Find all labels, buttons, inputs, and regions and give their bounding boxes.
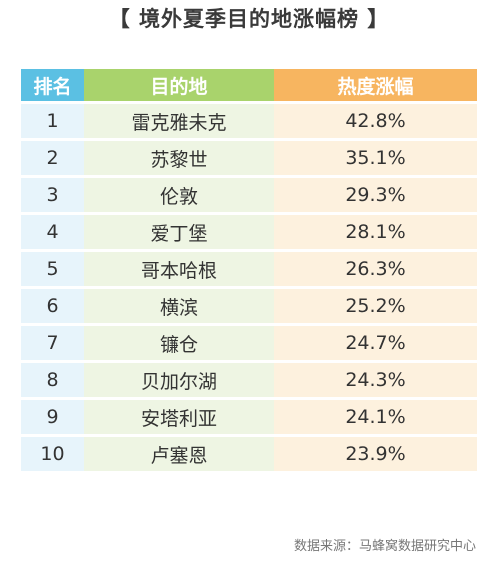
cell-heat-increase: 24.1% <box>274 400 477 434</box>
cell-heat-increase: 25.2% <box>274 289 477 323</box>
cell-heat-increase: 42.8% <box>274 104 477 138</box>
table-row: 4 爱丁堡 28.1% <box>21 215 477 249</box>
cell-rank: 3 <box>21 178 84 212</box>
header-destination: 目的地 <box>84 69 274 101</box>
cell-rank: 7 <box>21 326 84 360</box>
cell-heat-increase: 29.3% <box>274 178 477 212</box>
cell-rank: 1 <box>21 104 84 138</box>
cell-destination: 贝加尔湖 <box>84 363 274 397</box>
cell-rank: 9 <box>21 400 84 434</box>
table-row: 1 雷克雅未克 42.8% <box>21 104 477 138</box>
cell-rank: 8 <box>21 363 84 397</box>
table-row: 10 卢塞恩 23.9% <box>21 437 477 471</box>
cell-heat-increase: 24.7% <box>274 326 477 360</box>
header-heat-increase: 热度涨幅 <box>274 69 477 101</box>
cell-destination: 横滨 <box>84 289 274 323</box>
cell-rank: 2 <box>21 141 84 175</box>
page-title: 【 境外夏季目的地涨幅榜 】 <box>108 7 390 31</box>
cell-destination: 雷克雅未克 <box>84 104 274 138</box>
table-row: 7 镰仓 24.7% <box>21 326 477 360</box>
table-row: 8 贝加尔湖 24.3% <box>21 363 477 397</box>
cell-heat-increase: 26.3% <box>274 252 477 286</box>
table-row: 5 哥本哈根 26.3% <box>21 252 477 286</box>
cell-rank: 4 <box>21 215 84 249</box>
table-header-row: 排名 目的地 热度涨幅 <box>21 69 477 101</box>
table-row: 2 苏黎世 35.1% <box>21 141 477 175</box>
cell-heat-increase: 24.3% <box>274 363 477 397</box>
table-row: 3 伦敦 29.3% <box>21 178 477 212</box>
ranking-table-container: 排名 目的地 热度涨幅 1 雷克雅未克 42.8% 2 苏黎世 35.1% 3 … <box>21 66 477 474</box>
cell-rank: 6 <box>21 289 84 323</box>
table-row: 9 安塔利亚 24.1% <box>21 400 477 434</box>
cell-destination: 苏黎世 <box>84 141 274 175</box>
header-rank: 排名 <box>21 69 84 101</box>
cell-rank: 5 <box>21 252 84 286</box>
cell-rank: 10 <box>21 437 84 471</box>
cell-heat-increase: 28.1% <box>274 215 477 249</box>
cell-heat-increase: 23.9% <box>274 437 477 471</box>
cell-destination: 安塔利亚 <box>84 400 274 434</box>
table-row: 6 横滨 25.2% <box>21 289 477 323</box>
data-source-note: 数据来源：马蜂窝数据研究中心 <box>293 539 476 554</box>
cell-destination: 伦敦 <box>84 178 274 212</box>
cell-heat-increase: 35.1% <box>274 141 477 175</box>
cell-destination: 镰仓 <box>84 326 274 360</box>
cell-destination: 卢塞恩 <box>84 437 274 471</box>
cell-destination: 哥本哈根 <box>84 252 274 286</box>
ranking-table: 排名 目的地 热度涨幅 1 雷克雅未克 42.8% 2 苏黎世 35.1% 3 … <box>21 66 477 474</box>
cell-destination: 爱丁堡 <box>84 215 274 249</box>
